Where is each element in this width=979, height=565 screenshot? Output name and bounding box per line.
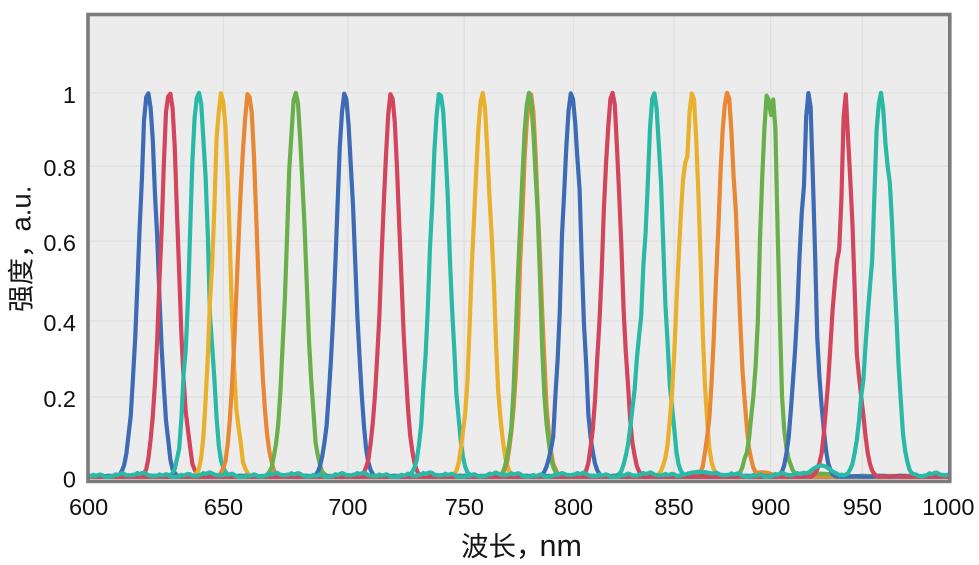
svg-text:0.2: 0.2: [43, 386, 76, 412]
svg-text:800: 800: [554, 494, 593, 520]
svg-text:a.u.: a.u.: [6, 186, 37, 232]
svg-text:1000: 1000: [922, 494, 974, 520]
svg-text:600: 600: [69, 494, 108, 520]
svg-text:nm: nm: [540, 529, 582, 563]
svg-text:750: 750: [445, 494, 484, 520]
svg-text:0.6: 0.6: [43, 230, 76, 256]
svg-text:700: 700: [328, 494, 367, 520]
svg-text:850: 850: [654, 494, 693, 520]
svg-text:900: 900: [751, 494, 790, 520]
svg-text:0.4: 0.4: [43, 310, 76, 336]
svg-text:1: 1: [63, 82, 76, 108]
svg-text:0.8: 0.8: [43, 155, 76, 181]
svg-text:950: 950: [843, 494, 882, 520]
svg-text:650: 650: [204, 494, 243, 520]
svg-text:0: 0: [63, 467, 76, 493]
